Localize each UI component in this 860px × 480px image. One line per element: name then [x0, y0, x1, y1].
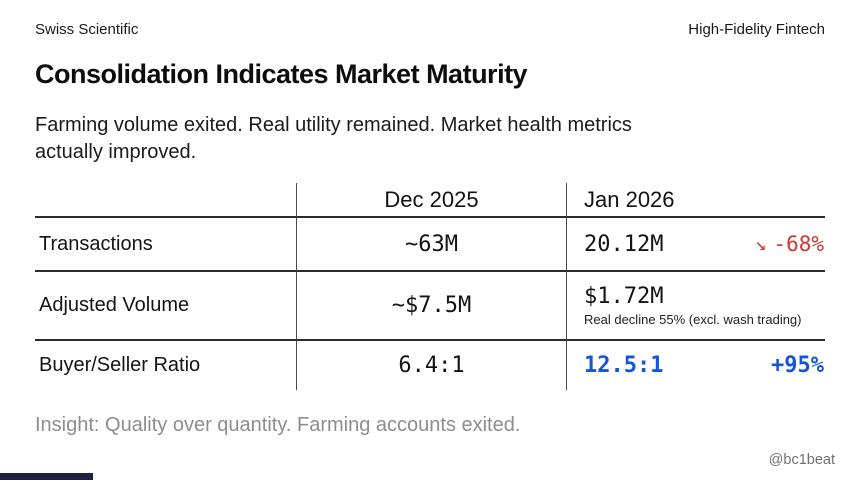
subtitle-text: Farming volume exited. Real utility rema… — [35, 114, 632, 163]
row-label-buyer-seller-ratio: Buyer/Seller Ratio — [39, 354, 201, 376]
dec-value-transactions: ~63M — [296, 218, 566, 272]
row-label-transactions: Transactions — [35, 218, 296, 272]
jan-value-buyer-seller-ratio: 12.5:1 — [584, 353, 664, 378]
brand-right-label: High-Fidelity Fintech — [688, 21, 825, 38]
header-spacer-cell — [35, 183, 296, 218]
value-note-adjusted-volume: Real decline 55% (excl. wash trading) — [584, 312, 802, 327]
delta-value-transactions: -68% — [773, 232, 824, 256]
trend-down-icon: ↘ — [754, 232, 767, 255]
delta-value-buyer-seller-ratio: +95% — [771, 353, 824, 378]
jan-cell-transactions: 20.12M ↘ -68% — [566, 218, 825, 272]
brand-row: Swiss Scientific High-Fidelity Fintech — [35, 21, 825, 38]
row-label-adjusted-volume: Adjusted Volume — [35, 272, 296, 341]
jan-cell-adjusted-volume: $1.72M Real decline 55% (excl. wash trad… — [566, 272, 825, 341]
jan-value-transactions: 20.12M — [584, 231, 664, 257]
jan-value-adjusted-volume: $1.72M — [584, 284, 664, 309]
dec-value-buyer-seller-ratio: 6.4:1 — [296, 341, 566, 390]
video-progress-bar — [0, 473, 93, 480]
delta-badge-transactions: ↘ -68% — [755, 232, 825, 256]
jan-cell-buyer-seller-ratio: 12.5:1 +95% — [566, 341, 825, 390]
page-title: Consolidation Indicates Market Maturity — [35, 59, 528, 89]
watermark-handle: @bc1beat — [768, 452, 835, 468]
insight-text: Insight: Quality over quantity. Farming … — [35, 414, 521, 436]
column-header-jan: Jan 2026 — [566, 183, 825, 218]
metrics-table: Dec 2025 Jan 2026 Transactions ~63M 20.1… — [35, 183, 825, 390]
brand-left-label: Swiss Scientific — [35, 21, 139, 38]
delta-badge-buyer-seller-ratio: +95% — [771, 353, 825, 378]
dec-value-adjusted-volume: ~$7.5M — [296, 272, 566, 341]
column-header-dec: Dec 2025 — [296, 183, 566, 218]
